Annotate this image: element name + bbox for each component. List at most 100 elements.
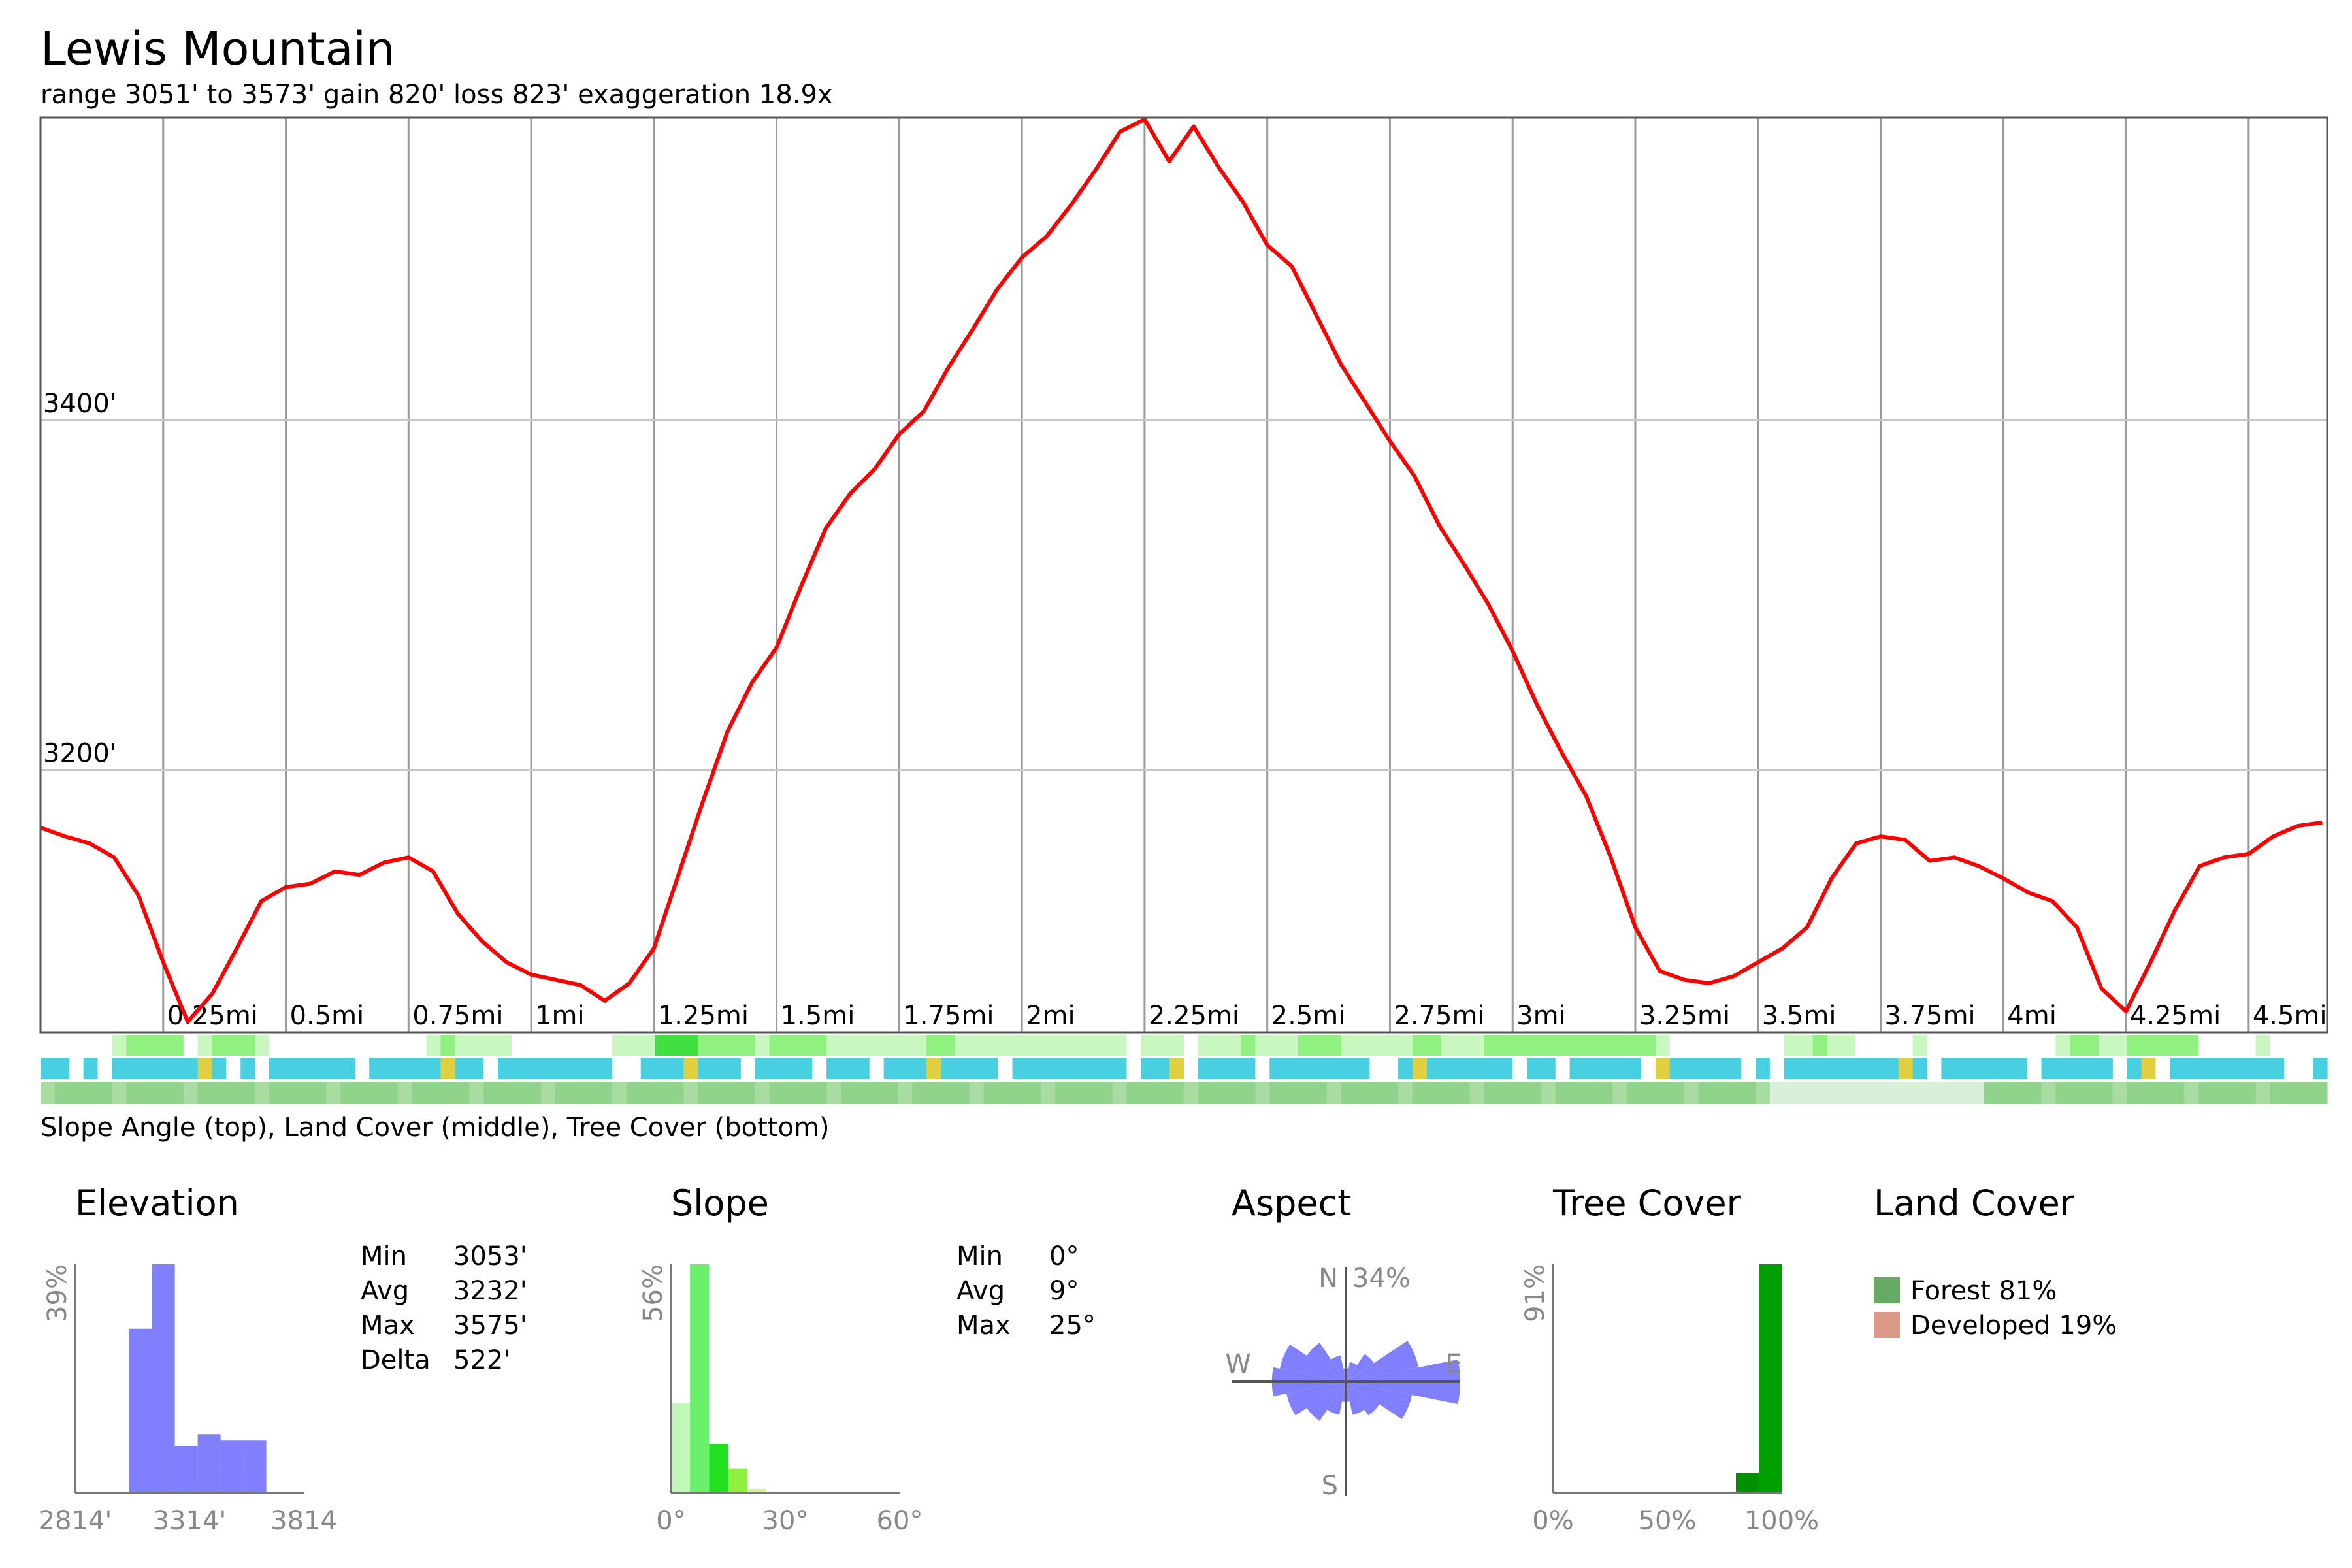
slope-segment <box>1970 1035 1985 1056</box>
slope-stats: Min 0° Avg 9° Max 25° <box>956 1239 1096 1343</box>
tree-cover-segment <box>583 1082 598 1104</box>
aspect-direction-label: W <box>1225 1349 1251 1379</box>
land-cover-segment <box>1312 1058 1328 1079</box>
slope-segment <box>727 1035 742 1056</box>
stat-value: 0° <box>1049 1241 1079 1271</box>
tree-cover-segment <box>1070 1082 1085 1104</box>
y-max-label: 91% <box>1520 1264 1550 1322</box>
land-cover-segment <box>783 1058 798 1079</box>
land-cover-segment <box>54 1058 70 1079</box>
aspect-max-label: 34% <box>1352 1264 1411 1294</box>
land-cover-segment <box>1298 1058 1313 1079</box>
slope-segment <box>2027 1035 2042 1056</box>
slope-segment <box>1012 1035 1027 1056</box>
stat-label: Min <box>361 1241 407 1271</box>
slope-segment <box>1255 1035 1270 1056</box>
stat-row-max: Max 3575' <box>361 1309 527 1343</box>
slope-segment <box>1041 1035 1056 1056</box>
slope-segment <box>212 1035 227 1056</box>
tree-cover-segment <box>1198 1082 1213 1104</box>
land-cover-segment <box>683 1058 698 1079</box>
land-cover-segment <box>555 1058 570 1079</box>
slope-segment <box>2227 1035 2242 1056</box>
slope-segment <box>126 1035 141 1056</box>
slope-segment <box>2155 1035 2170 1056</box>
slope-segment <box>183 1035 199 1056</box>
tree-cover-segment <box>1798 1082 1814 1104</box>
tree-cover-segment <box>240 1082 255 1104</box>
tree-cover-segment <box>1655 1082 1671 1104</box>
histogram-bar <box>129 1328 152 1493</box>
slope-segment <box>1498 1035 1513 1056</box>
slope-segment <box>1812 1035 1827 1056</box>
x-tick-label: 3.5mi <box>1762 1001 1837 1031</box>
land-cover-segment <box>1484 1058 1499 1079</box>
land-cover-segment <box>2241 1058 2257 1079</box>
elevation-stats: Min 3053' Avg 3232' Max 3575' Delta 522' <box>361 1239 527 1378</box>
tree-cover-segment <box>483 1082 498 1104</box>
x-tick-label: 0.5mi <box>290 1001 365 1031</box>
tree-cover-segment <box>455 1082 470 1104</box>
land-cover-segment <box>2213 1058 2228 1079</box>
land-cover-segment <box>1684 1058 1699 1079</box>
slope-segment <box>41 1035 56 1056</box>
tree-cover-segment <box>2070 1082 2085 1104</box>
slope-segment <box>1413 1035 1428 1056</box>
land-cover-segment <box>1341 1058 1356 1079</box>
y-tick-label: 3200' <box>43 738 117 768</box>
slope-segment <box>2198 1035 2213 1056</box>
tree-cover-segment <box>2027 1082 2042 1104</box>
land-cover-segment <box>2313 1058 2328 1079</box>
slope-segment <box>1326 1035 1342 1056</box>
land-cover-segment <box>1627 1058 1642 1079</box>
slope-segment <box>912 1035 927 1056</box>
tree-cover-segment <box>2170 1082 2185 1104</box>
tree-cover-segment <box>1141 1082 1156 1104</box>
tree-cover-segment <box>440 1082 455 1104</box>
land-cover-segment <box>1827 1058 1842 1079</box>
slope-segment <box>1055 1035 1070 1056</box>
slope-segment <box>2055 1035 2070 1056</box>
slope-segment <box>169 1035 184 1056</box>
slope-segment <box>1126 1035 1141 1056</box>
land-cover-segment <box>326 1058 341 1079</box>
slope-segment <box>1927 1035 1942 1056</box>
land-cover-segment <box>526 1058 542 1079</box>
slope-segment <box>598 1035 613 1056</box>
x-tick-label: 3mi <box>1516 1001 1566 1031</box>
land-cover-segment <box>826 1058 841 1079</box>
tree-cover-segment <box>226 1082 241 1104</box>
slope-segment <box>83 1035 99 1056</box>
land-cover-legend: Forest 81% Developed 19% <box>1874 1274 2117 1343</box>
stat-label: Max <box>956 1311 1011 1341</box>
slope-segment <box>2084 1035 2099 1056</box>
land-cover-segment <box>312 1058 327 1079</box>
tree-cover-segment <box>1012 1082 1027 1104</box>
tree-cover-segment <box>1355 1082 1370 1104</box>
land-cover-segment <box>1812 1058 1827 1079</box>
aspect-rose: N W E S 34% <box>1225 1264 1462 1501</box>
land-cover-segment <box>1355 1058 1370 1079</box>
elevation-section-title: Elevation <box>75 1183 239 1224</box>
land-cover-segment <box>2155 1058 2170 1079</box>
land-cover-segment <box>83 1058 99 1079</box>
tree-cover-segment <box>1598 1082 1613 1104</box>
x-tick-label: 2.25mi <box>1149 1001 1239 1031</box>
stat-label: Delta <box>361 1345 431 1375</box>
slope-segment <box>1712 1035 1727 1056</box>
slope-segment <box>798 1035 813 1056</box>
aspect-direction-label: S <box>1322 1471 1338 1501</box>
strip-legend-caption: Slope Angle (top), Land Cover (middle), … <box>41 1113 830 1143</box>
slope-segment <box>326 1035 341 1056</box>
forest-swatch <box>1874 1277 1900 1303</box>
stat-value: 25° <box>1049 1311 1096 1341</box>
land-cover-segment <box>255 1058 270 1079</box>
land-cover-segment <box>2041 1058 2056 1079</box>
land-cover-segment <box>1398 1058 1413 1079</box>
land-cover-segment <box>1727 1058 1742 1079</box>
tree-cover-segment <box>1669 1082 1685 1104</box>
slope-segment <box>255 1035 270 1056</box>
tree-cover-segment <box>1484 1082 1499 1104</box>
x-tick-label: 2.5mi <box>1271 1001 1346 1031</box>
x-tick-label: 1mi <box>535 1001 585 1031</box>
